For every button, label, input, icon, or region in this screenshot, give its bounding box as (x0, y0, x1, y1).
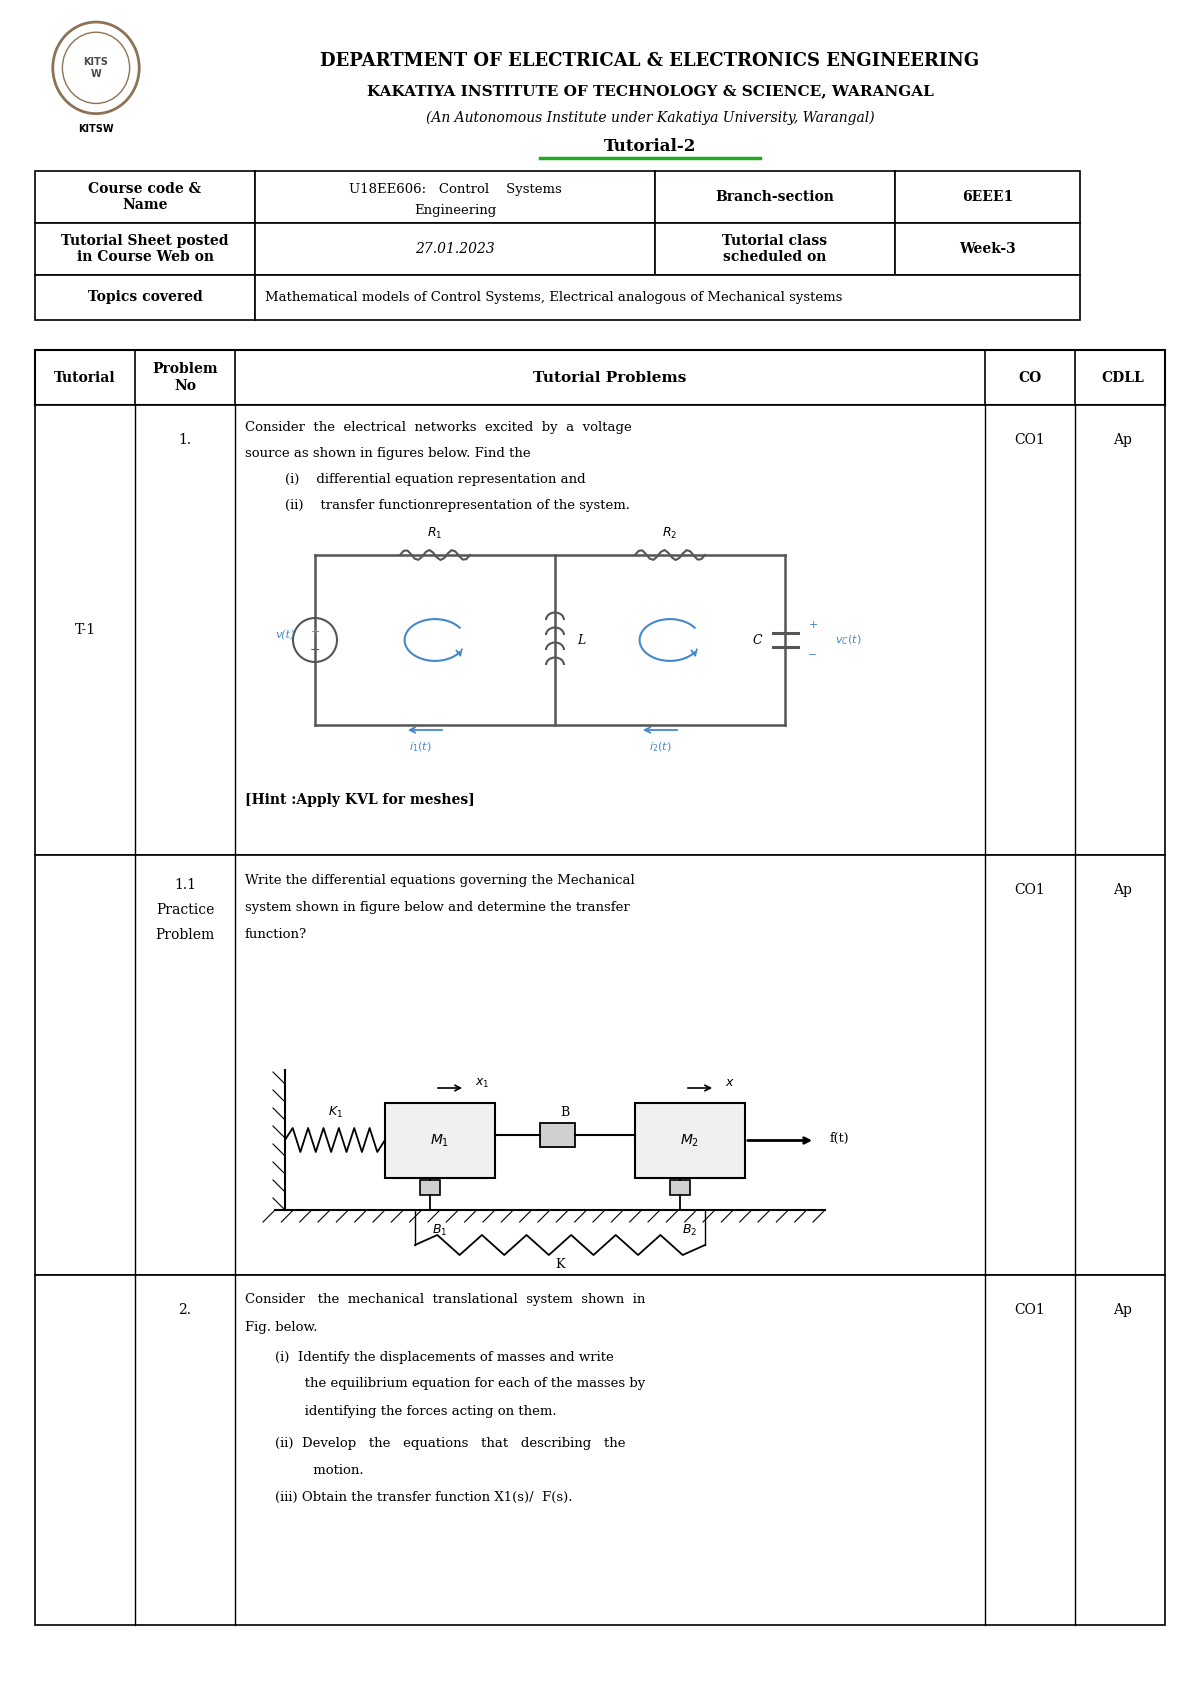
Text: CO1: CO1 (1015, 884, 1045, 897)
Text: $v_C(t)$: $v_C(t)$ (835, 633, 862, 646)
Text: $i_1(t)$: $i_1(t)$ (409, 739, 431, 753)
Bar (540, 1123, 575, 1146)
Text: CO1: CO1 (1015, 1303, 1045, 1318)
Text: K: K (556, 1258, 565, 1272)
Bar (635, 1102, 745, 1179)
Text: Topics covered: Topics covered (88, 290, 203, 305)
Text: 1.1: 1.1 (174, 879, 196, 892)
Text: Tutorial class
scheduled on: Tutorial class scheduled on (722, 234, 828, 265)
Text: Course code &
Name: Course code & Name (89, 181, 202, 212)
Bar (35, 1275, 1165, 1625)
Text: $B_1$: $B_1$ (432, 1223, 448, 1238)
Text: Engineering: Engineering (414, 204, 496, 217)
Text: CDLL: CDLL (1102, 370, 1144, 385)
Text: motion.: motion. (275, 1464, 364, 1477)
Bar (895, 222, 1080, 275)
Text: KITSW: KITSW (78, 124, 114, 134)
Text: Branch-section: Branch-section (715, 190, 834, 204)
Text: L: L (577, 634, 586, 646)
Text: Ap: Ap (1114, 884, 1132, 897)
Text: (ii)    transfer functionrepresentation of the system.: (ii) transfer functionrepresentation of … (286, 499, 630, 512)
Text: +: + (311, 628, 319, 638)
Text: B: B (560, 1106, 570, 1119)
Text: system shown in figure below and determine the transfer: system shown in figure below and determi… (245, 901, 630, 914)
Text: CO1: CO1 (1015, 432, 1045, 448)
Text: +: + (809, 621, 817, 629)
Text: $M_1$: $M_1$ (431, 1133, 450, 1148)
Text: $B_2$: $B_2$ (683, 1223, 697, 1238)
Bar (35, 855, 1165, 1275)
Text: (i)  Identify the displacements of masses and write: (i) Identify the displacements of masses… (275, 1350, 613, 1364)
Text: KITS
W: KITS W (84, 58, 108, 78)
Bar (385, 1102, 496, 1179)
Text: Tutorial: Tutorial (54, 370, 116, 385)
Text: CO: CO (1019, 370, 1042, 385)
Text: −: − (809, 650, 817, 660)
Text: KAKATIYA INSTITUTE OF TECHNOLOGY & SCIENCE, WARANGAL: KAKATIYA INSTITUTE OF TECHNOLOGY & SCIEN… (366, 85, 934, 98)
Text: Tutorial Problems: Tutorial Problems (533, 370, 686, 385)
Text: $R_2$: $R_2$ (662, 526, 678, 541)
Text: f(t): f(t) (830, 1131, 850, 1145)
Text: Week-3: Week-3 (959, 243, 1016, 256)
Text: $K_1$: $K_1$ (328, 1104, 342, 1119)
Text: function?: function? (245, 928, 307, 941)
Bar (420, 1180, 440, 1196)
Text: (iii) Obtain the transfer function X1(s)/  F(s).: (iii) Obtain the transfer function X1(s)… (275, 1491, 572, 1503)
Text: C: C (752, 634, 762, 646)
Text: $i_2(t)$: $i_2(t)$ (649, 739, 671, 753)
Text: Consider   the  mechanical  translational  system  shown  in: Consider the mechanical translational sy… (245, 1294, 646, 1306)
Text: Mathematical models of Control Systems, Electrical analogous of Mechanical syste: Mathematical models of Control Systems, … (265, 292, 842, 304)
Text: Practice: Practice (156, 902, 214, 918)
Text: (i)    differential equation representation and: (i) differential equation representation… (286, 473, 586, 485)
Text: [Hint :Apply KVL for meshes]: [Hint :Apply KVL for meshes] (245, 794, 475, 807)
Text: Problem: Problem (155, 928, 215, 941)
Text: 6EEE1: 6EEE1 (962, 190, 1013, 204)
Bar (655, 222, 895, 275)
Text: Fig. below.: Fig. below. (245, 1321, 318, 1333)
Text: Ap: Ap (1114, 1303, 1132, 1318)
Bar (35, 349, 1165, 405)
Text: Consider  the  electrical  networks  excited  by  a  voltage: Consider the electrical networks excited… (245, 421, 631, 434)
Bar (35, 405, 1165, 855)
Text: 2.: 2. (179, 1303, 192, 1318)
Bar (670, 1180, 690, 1196)
Text: $M_2$: $M_2$ (680, 1133, 700, 1148)
Text: Ap: Ap (1114, 432, 1132, 448)
Text: T-1: T-1 (74, 622, 96, 638)
Text: Tutorial Sheet posted
in Course Web on: Tutorial Sheet posted in Course Web on (61, 234, 229, 265)
Bar (35, 275, 256, 321)
Bar (35, 171, 256, 222)
Text: the equilibrium equation for each of the masses by: the equilibrium equation for each of the… (275, 1377, 646, 1391)
Bar (895, 171, 1080, 222)
Text: source as shown in figures below. Find the: source as shown in figures below. Find t… (245, 446, 530, 460)
Text: 27.01.2023: 27.01.2023 (415, 243, 494, 256)
Text: identifying the forces acting on them.: identifying the forces acting on them. (275, 1404, 557, 1418)
Bar (655, 171, 895, 222)
Text: 1.: 1. (179, 432, 192, 448)
Text: U18EE606:   Control    Systems: U18EE606: Control Systems (349, 183, 562, 195)
Text: (An Autonomous Institute under Kakatiya University, Warangal): (An Autonomous Institute under Kakatiya … (426, 110, 875, 126)
Text: v(t): v(t) (275, 629, 295, 639)
Bar (256, 275, 1080, 321)
Text: DEPARTMENT OF ELECTRICAL & ELECTRONICS ENGINEERING: DEPARTMENT OF ELECTRICAL & ELECTRONICS E… (320, 53, 979, 70)
Bar (256, 171, 655, 222)
Text: Problem
No: Problem No (152, 363, 218, 392)
Bar (35, 222, 256, 275)
Text: (ii)  Develop   the   equations   that   describing   the: (ii) Develop the equations that describi… (275, 1437, 625, 1450)
Text: $x$: $x$ (725, 1077, 734, 1089)
Text: Write the differential equations governing the Mechanical: Write the differential equations governi… (245, 873, 635, 887)
Bar (256, 222, 655, 275)
Text: $R_1$: $R_1$ (427, 526, 443, 541)
Text: $x_1$: $x_1$ (475, 1077, 490, 1089)
Text: −: − (310, 643, 320, 656)
Text: Tutorial-2: Tutorial-2 (604, 137, 696, 154)
